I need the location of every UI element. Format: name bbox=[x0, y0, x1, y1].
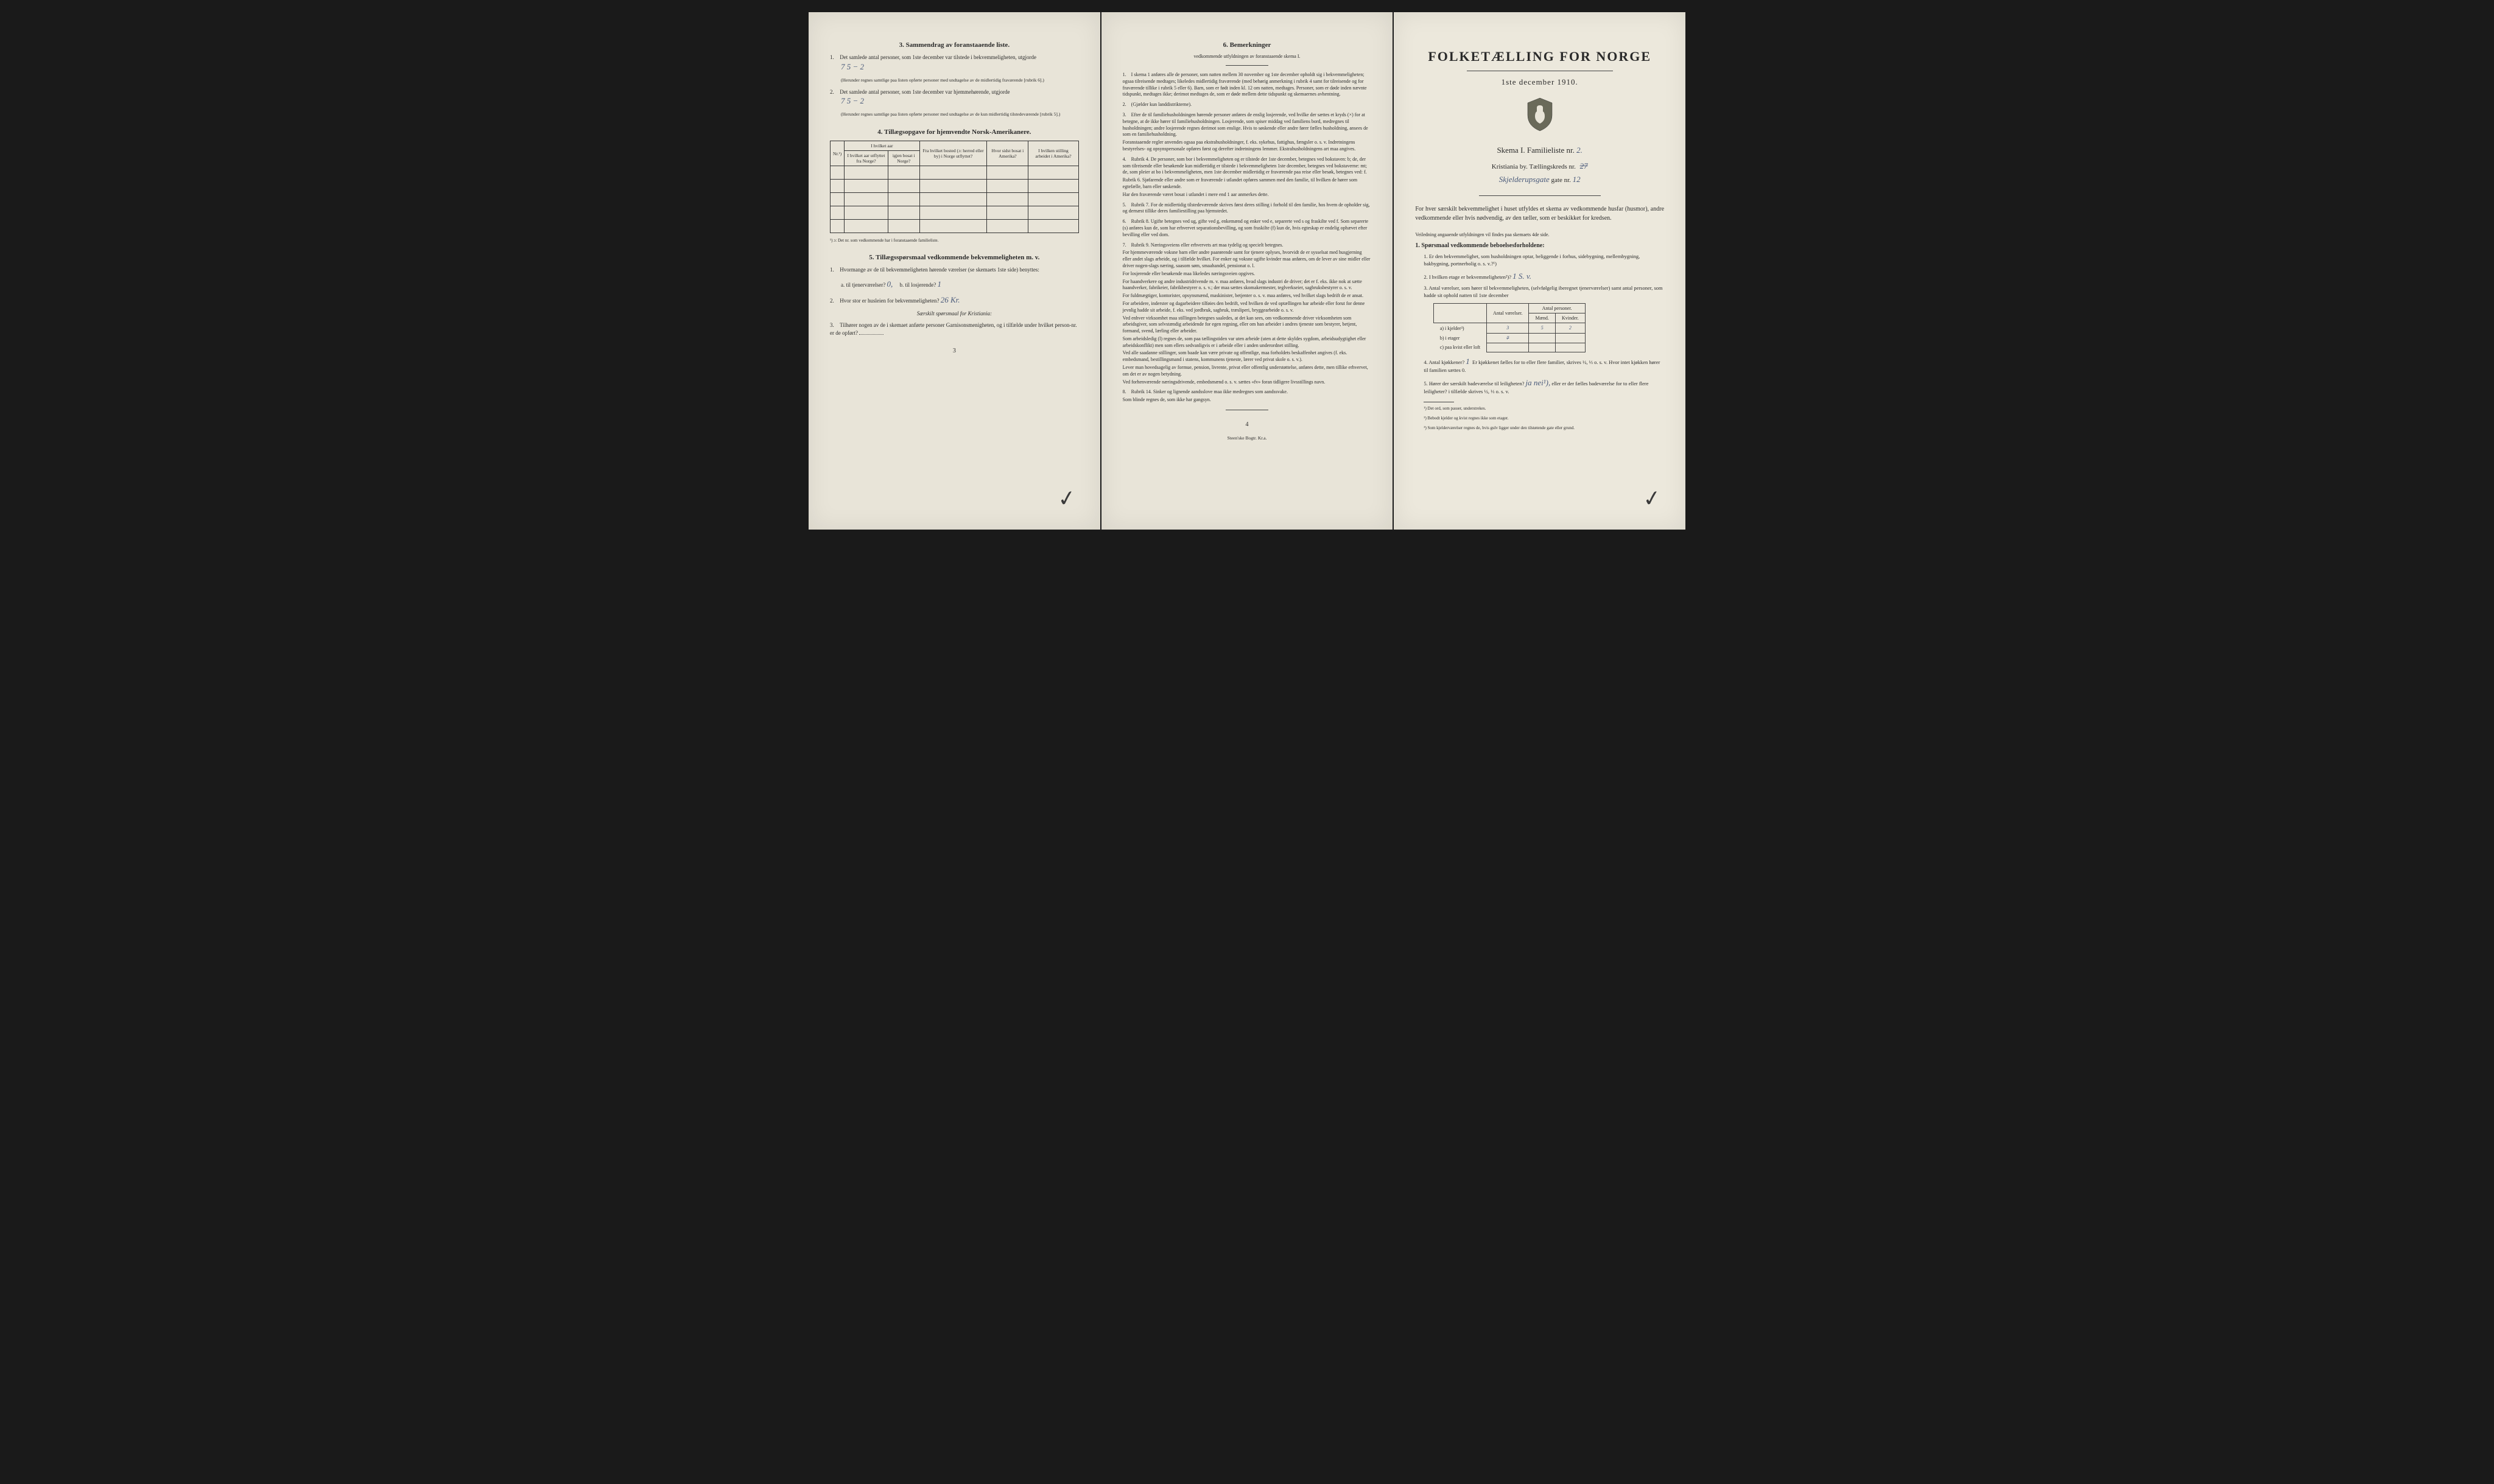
remark-item-8: 8.Rubrik 14. Sinker og lignende aandsslo… bbox=[1123, 389, 1372, 404]
q2: 2. I hvilken etage er bekvemmeligheten²)… bbox=[1424, 271, 1664, 282]
section-6-subtitle: vedkommende utfyldningen av foranstaaend… bbox=[1123, 54, 1372, 59]
q5-val: ja nei¹), bbox=[1525, 378, 1550, 387]
fn1: ¹) Det ord, som passer, understrekes. bbox=[1424, 406, 1664, 412]
street-line: Skjelderupsgate gate nr. 12 bbox=[1415, 175, 1664, 184]
checkmark-icon: ✓ bbox=[1641, 485, 1663, 513]
city-line: Kristiania by. Tællingskreds nr. 27 bbox=[1415, 161, 1664, 171]
remark-item-6: 6.Rubrik 8. Ugifte betegnes ved ug, gift… bbox=[1123, 219, 1372, 238]
section-6-title: 6. Bemerkninger bbox=[1123, 41, 1372, 49]
page-4: 6. Bemerkninger vedkommende utfyldningen… bbox=[1101, 12, 1393, 530]
q2-val: 1 S. v. bbox=[1512, 271, 1531, 281]
subtitle: 1ste december 1910. bbox=[1415, 77, 1664, 87]
fn3: ³) Som kjelderværelser regnes de, hvis g… bbox=[1424, 425, 1664, 432]
q1: 1. Er den bekvemmelighet, som husholdnin… bbox=[1424, 253, 1664, 268]
census-document: 3. Sammendrag av foranstaaende liste. 1.… bbox=[809, 12, 1685, 530]
s3-item1-value: 7 5 − 2 bbox=[841, 62, 864, 71]
supplement-table: Nr.¹) I hvilket aar Fra hvilket bosted (… bbox=[830, 141, 1079, 233]
remark-item-5: 5.Rubrik 7. For de midlertidig tilstedev… bbox=[1123, 202, 1372, 215]
checkmark-icon: ✓ bbox=[1056, 485, 1078, 513]
s5-q3: 3. Tilhører nogen av de i skemaet anført… bbox=[830, 321, 1079, 337]
intro-text: For hver særskilt bekvemmelighet i huset… bbox=[1415, 205, 1664, 223]
q4-val: 1 bbox=[1466, 357, 1470, 366]
s3-item2-value: 7 5 − 2 bbox=[841, 96, 864, 105]
page-number-3: 3 bbox=[830, 348, 1079, 354]
remark-item-4: 4.Rubrik 4. De personer, som bor i bekve… bbox=[1123, 156, 1372, 198]
q5: 5. Hører der særskilt badeværelse til le… bbox=[1424, 377, 1664, 396]
skema-line: Skema I. Familieliste nr. 2. bbox=[1415, 145, 1664, 155]
s4-footnote: ¹) ɔ: Det nr. som vedkommende har i fora… bbox=[830, 238, 1079, 243]
section-5-title: 5. Tillægsspørsmaal vedkommende bekvemme… bbox=[830, 254, 1079, 261]
remark-item-2: 2.(Gjælder kun landdistrikterne). bbox=[1123, 102, 1372, 108]
section-4-title: 4. Tillægsopgave for hjemvendte Norsk-Am… bbox=[830, 128, 1079, 136]
s5-q2-val: 26 Kr. bbox=[941, 295, 960, 304]
questions-section: Veiledning angaaende utfyldningen vil fi… bbox=[1415, 231, 1664, 431]
stats-table: Antal værelser. Antal personer. Mænd. Kv… bbox=[1433, 303, 1585, 352]
coat-of-arms-icon bbox=[1415, 97, 1664, 133]
remark-item-7: 7.Rubrik 9. Næringsveiens eller erhverve… bbox=[1123, 242, 1372, 386]
page-number-4: 4 bbox=[1123, 421, 1372, 428]
main-title: FOLKETÆLLING FOR NORGE bbox=[1415, 49, 1664, 65]
s3-item2-note: (Herunder regnes samtlige paa listen opf… bbox=[841, 111, 1079, 117]
remark-item-3: 3.Efter de til familiehusholdningen høre… bbox=[1123, 112, 1372, 153]
s5-q2: 2. Hvor stor er husleien for bekvemmelig… bbox=[830, 295, 1079, 306]
street-number: 12 bbox=[1573, 175, 1581, 184]
page-cover: FOLKETÆLLING FOR NORGE 1ste december 191… bbox=[1394, 12, 1685, 530]
section-3-title: 3. Sammendrag av foranstaaende liste. bbox=[830, 41, 1079, 49]
s5-q1a-val: 0, bbox=[887, 279, 893, 289]
q3: 3. Antal værelser, som hører til bekvemm… bbox=[1424, 285, 1664, 299]
s1-title: 1. Spørsmaal vedkommende beboelsesforhol… bbox=[1415, 242, 1664, 250]
s5-q1b-val: 1 bbox=[937, 279, 941, 289]
familieliste-nr: 2. bbox=[1576, 145, 1582, 155]
printer-credit: Steen'ske Bogtr. Kr.a. bbox=[1123, 435, 1372, 441]
page-3: 3. Sammendrag av foranstaaende liste. 1.… bbox=[809, 12, 1100, 530]
s5-q2-note: Særskilt spørsmaal for Kristiania: bbox=[830, 310, 1079, 317]
kreds-nr: 27 bbox=[1580, 161, 1588, 170]
s3-item2: 2. Det samlede antal personer, som 1ste … bbox=[830, 88, 1079, 107]
remark-item-1: 1.I skema 1 anføres alle de personer, so… bbox=[1123, 72, 1372, 98]
s5-q1: 1. Hvormange av de til bekvemmeligheten … bbox=[830, 266, 1079, 274]
s3-item1-note: (Herunder regnes samtlige paa listen opf… bbox=[841, 77, 1079, 83]
street-name: Skjelderupsgate bbox=[1499, 175, 1550, 184]
s3-item1: 1. Det samlede antal personer, som 1ste … bbox=[830, 54, 1079, 72]
q4: 4. Antal kjøkkener? 1 Er kjøkkenet fælle… bbox=[1424, 356, 1664, 374]
fn2: ²) Bebodt kjelder og kvist regnes ikke s… bbox=[1424, 416, 1664, 422]
